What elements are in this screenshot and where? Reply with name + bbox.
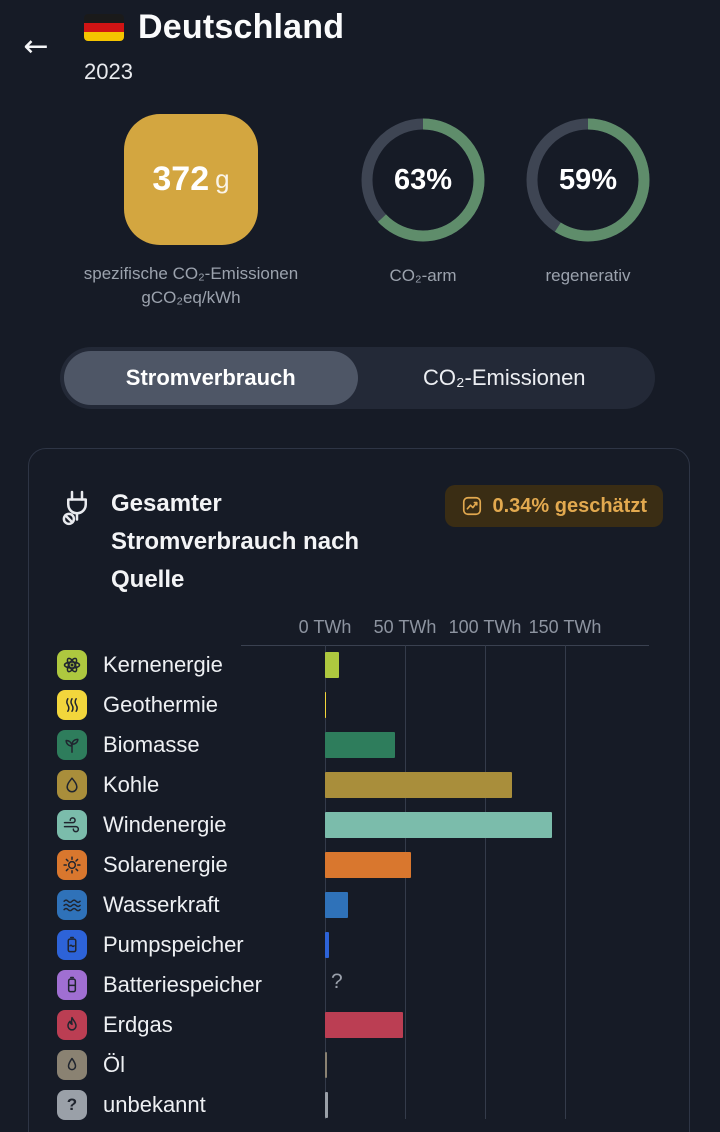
- battery-icon: [57, 970, 87, 1000]
- renewable-donut: 59%: [522, 114, 654, 246]
- bar-batteriespeicher[interactable]: ?: [331, 970, 343, 993]
- intensity-caption: spezifische CO₂-Emissionen gCO₂eq/kWh: [83, 264, 299, 307]
- source-label: Wasserkraft: [103, 892, 220, 917]
- consumption-card-header: Gesamter Stromverbrauch nach Quelle 0.34…: [29, 449, 689, 599]
- bar-wasserkraft[interactable]: [325, 892, 349, 918]
- nuclear-icon: [57, 650, 87, 680]
- year-label: 2023: [84, 59, 133, 84]
- bar-kernenergie[interactable]: [325, 652, 339, 678]
- intensity-unit: g: [215, 164, 230, 194]
- low-carbon-label: CO₂-arm: [389, 266, 457, 285]
- unknown-icon: ?: [57, 1090, 87, 1120]
- gas-icon: [57, 1010, 87, 1040]
- chart-row-solarenergie: Solarenergie: [29, 845, 689, 885]
- chart-row-erdgas: Erdgas: [29, 1005, 689, 1045]
- bar-unbekannt[interactable]: [325, 1092, 328, 1118]
- header: Deutschland 2023: [84, 8, 344, 85]
- gridline: [565, 645, 566, 1119]
- source-label: Kohle: [103, 772, 160, 797]
- chart-row-geothermie: Geothermie: [29, 685, 689, 725]
- renewable-percent: 59%: [558, 163, 618, 196]
- biomass-icon: [57, 730, 87, 760]
- germany-flag-icon: [84, 14, 124, 41]
- tab-stromverbrauch[interactable]: Stromverbrauch: [64, 351, 358, 405]
- low-carbon-percent: 63%: [393, 163, 453, 196]
- source-label: unbekannt: [103, 1092, 206, 1117]
- low-carbon-donut: 63%: [357, 114, 489, 246]
- plug-icon: [62, 490, 87, 526]
- trend-chart-icon: [463, 496, 482, 516]
- pumped-storage-icon: [57, 930, 87, 960]
- carbon-intensity-card: 372 g: [124, 114, 258, 245]
- bar-oel[interactable]: [325, 1052, 327, 1078]
- estimated-badge-label: 0.34% geschätzt: [492, 494, 647, 517]
- chart-row-biomasse: Biomasse: [29, 725, 689, 765]
- chart-row-kernenergie: Kernenergie: [29, 645, 689, 685]
- source-label: Öl: [103, 1052, 125, 1077]
- gridline: [405, 645, 406, 1119]
- bar-kohle[interactable]: [325, 772, 513, 798]
- bar-biomasse[interactable]: [325, 732, 396, 758]
- source-label: Solarenergie: [103, 852, 228, 877]
- chart-title: Gesamter Stromverbrauch nach Quelle: [111, 490, 360, 593]
- consumption-card: Gesamter Stromverbrauch nach Quelle 0.34…: [28, 448, 690, 1132]
- oil-icon: [57, 1050, 87, 1080]
- hydro-icon: [57, 890, 87, 920]
- bar-solarenergie[interactable]: [325, 852, 412, 878]
- chart-row-kohle: Kohle: [29, 765, 689, 805]
- x-axis-line: [241, 645, 649, 646]
- gridline: [325, 645, 326, 1119]
- view-toggle: Stromverbrauch CO₂-Emissionen: [60, 347, 655, 409]
- solar-icon: [57, 850, 87, 880]
- country-title: Deutschland: [138, 8, 345, 46]
- low-carbon-ring: [361, 118, 485, 242]
- renewable-ring: [526, 118, 650, 242]
- bar-windenergie[interactable]: [325, 812, 553, 838]
- source-label: Geothermie: [103, 692, 218, 717]
- source-label: Pumpspeicher: [103, 932, 244, 957]
- x-tick: 150 TWh: [528, 617, 602, 637]
- consumption-chart: 0 TWh 50 TWh 100 TWh 150 TWh: [29, 615, 689, 1125]
- geothermal-icon: [57, 690, 87, 720]
- source-label: Kernenergie: [103, 652, 223, 677]
- source-label: Windenergie: [103, 812, 227, 837]
- chart-row-windenergie: Windenergie: [29, 805, 689, 845]
- coal-icon: [57, 770, 87, 800]
- chart-row-pumpspeicher: Pumpspeicher: [29, 925, 689, 965]
- back-arrow-icon: ←: [23, 28, 49, 64]
- x-tick: 100 TWh: [448, 617, 522, 637]
- source-label: Erdgas: [103, 1012, 173, 1037]
- renewable-label: regenerativ: [545, 266, 631, 285]
- source-label: Batteriespeicher: [103, 972, 262, 997]
- chart-row-wasserkraft: Wasserkraft: [29, 885, 689, 925]
- x-tick: 0 TWh: [298, 617, 352, 637]
- bar-erdgas[interactable]: [325, 1012, 404, 1038]
- bar-pumpspeicher[interactable]: [325, 932, 330, 958]
- gridline: [485, 645, 486, 1119]
- intensity-value: 372: [152, 160, 210, 198]
- source-label: Biomasse: [103, 732, 200, 757]
- estimated-badge[interactable]: 0.34% geschätzt: [445, 485, 663, 527]
- x-tick: 50 TWh: [373, 617, 437, 637]
- chart-row-batteriespeicher: Batteriespeicher ?: [29, 965, 689, 1005]
- chart-row-unbekannt: ? unbekannt: [29, 1085, 689, 1125]
- chart-row-oel: Öl: [29, 1045, 689, 1085]
- back-button[interactable]: ←: [14, 24, 58, 68]
- chart-rows: Kernenergie Geothermie: [29, 645, 689, 1125]
- tab-co2-emissionen[interactable]: CO₂-Emissionen: [358, 351, 652, 405]
- wind-icon: [57, 810, 87, 840]
